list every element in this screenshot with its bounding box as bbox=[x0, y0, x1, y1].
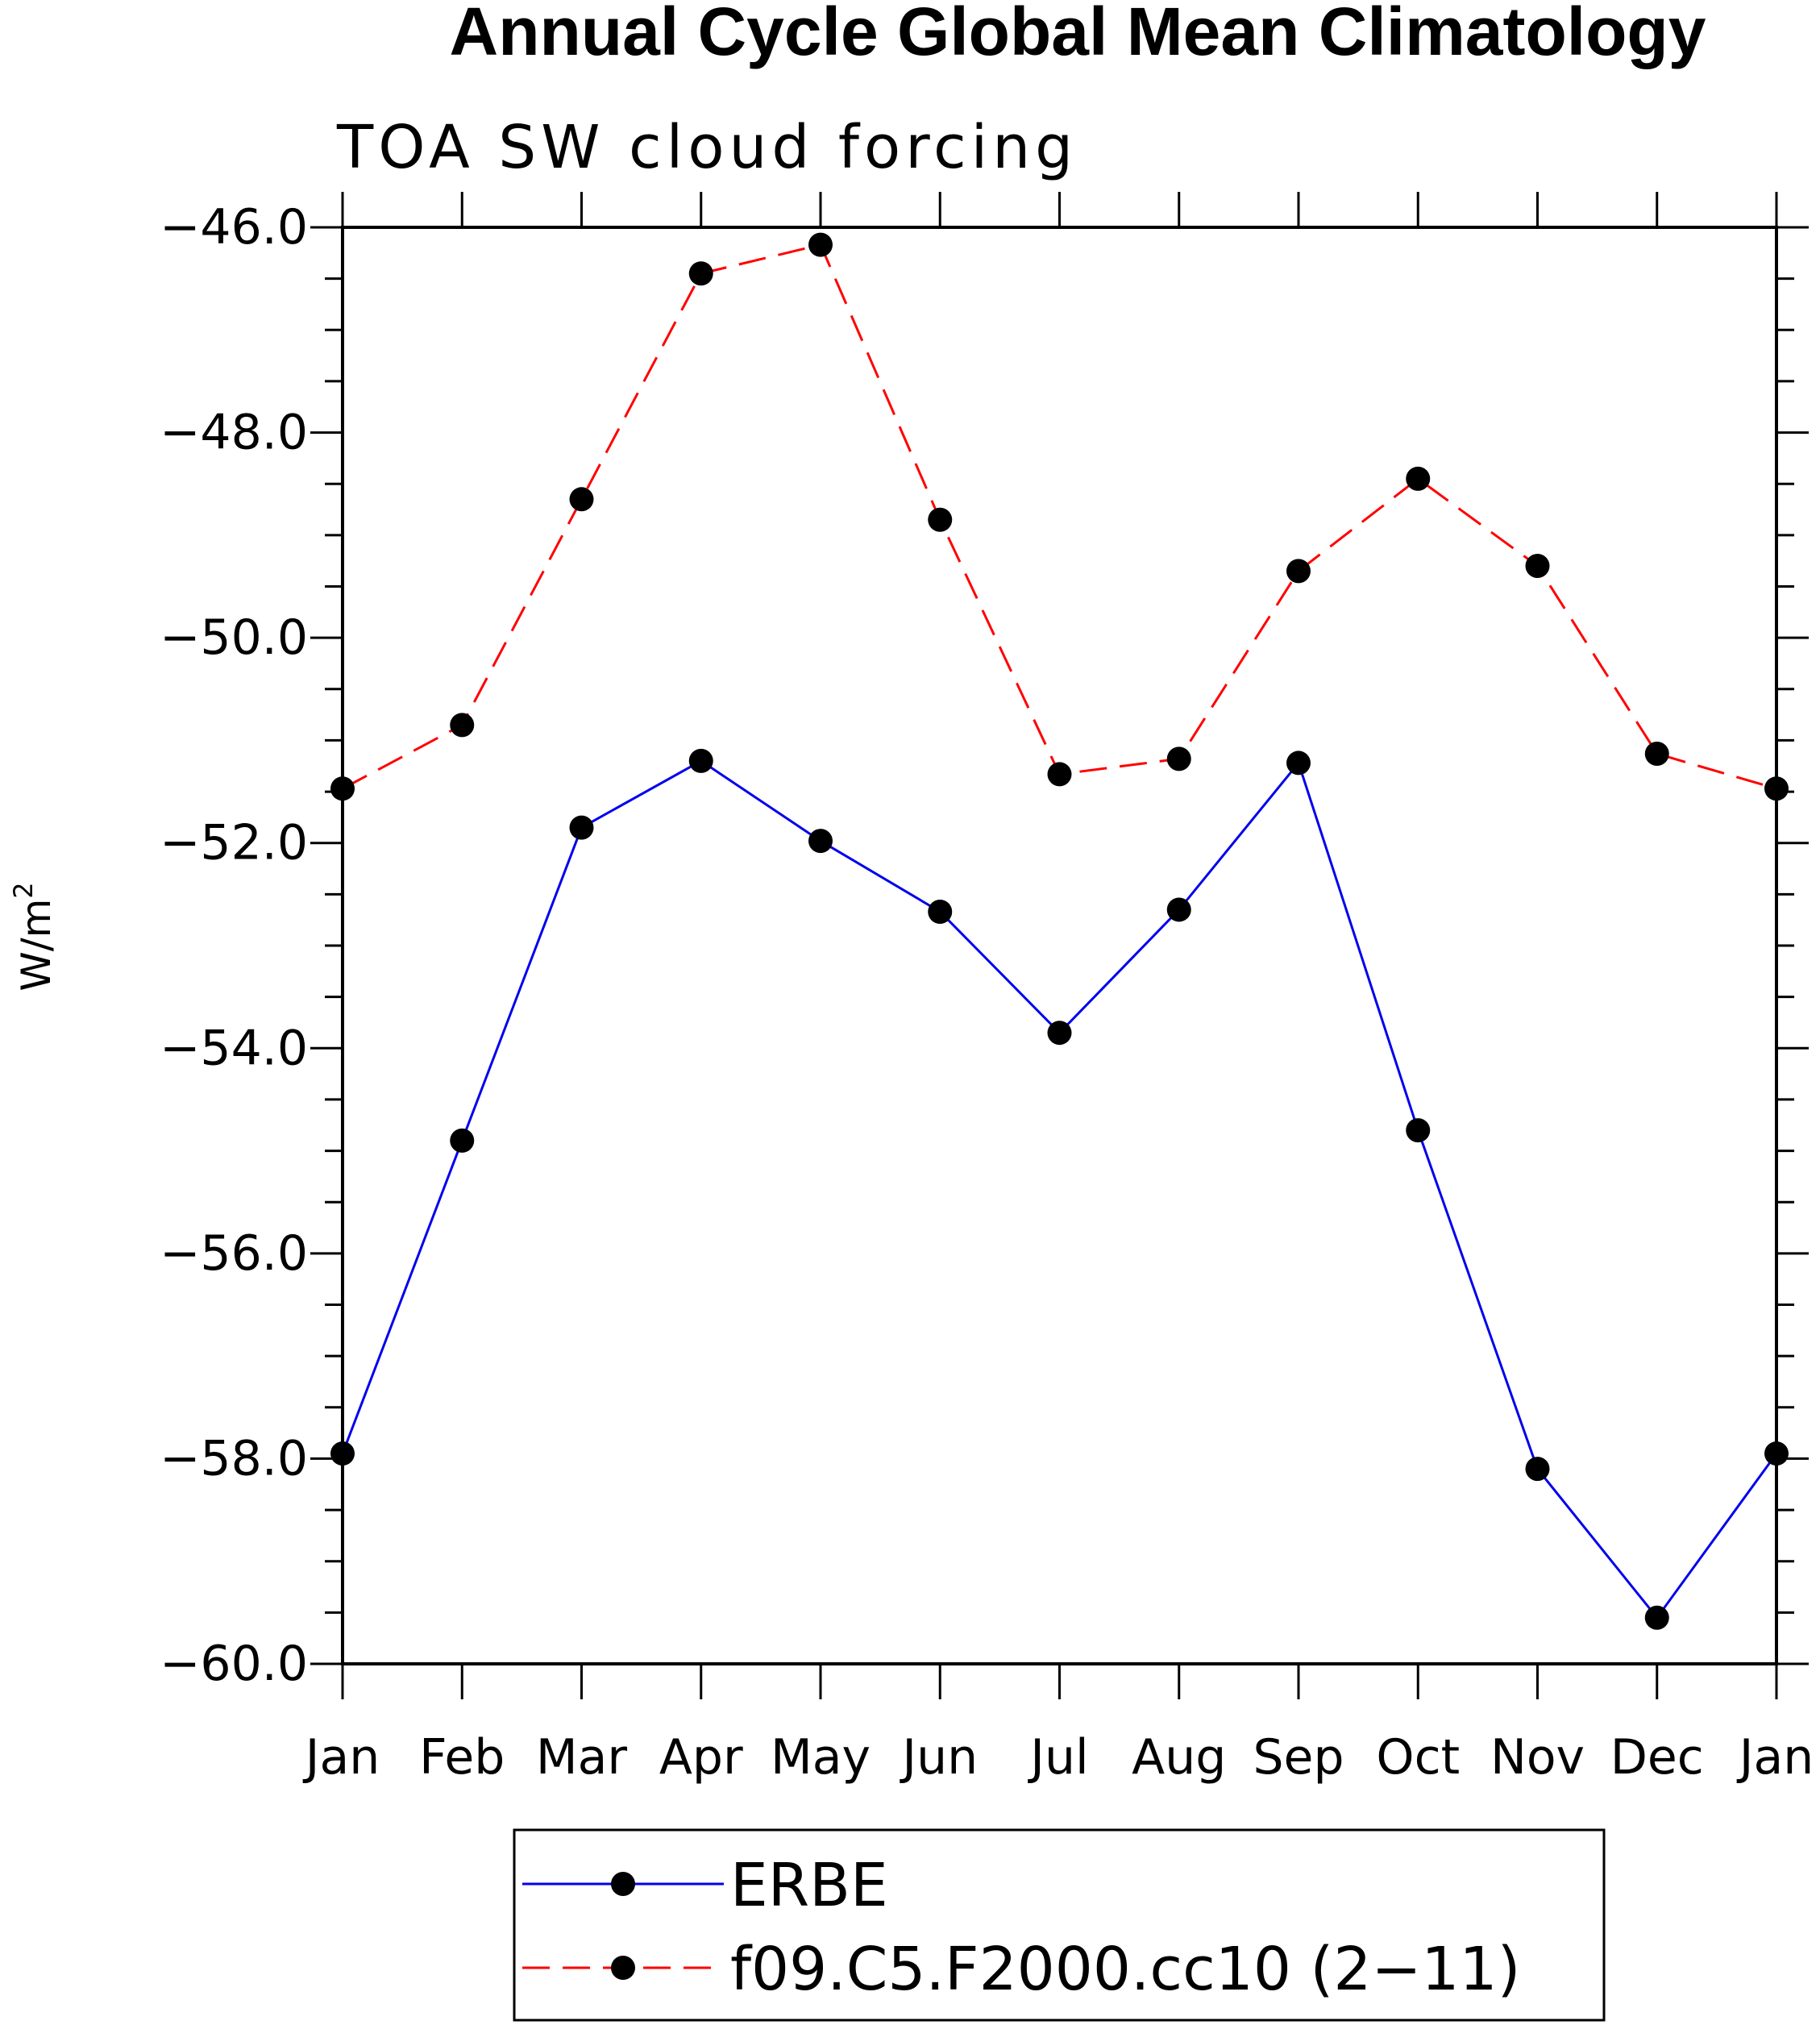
x-tick-label: Aug bbox=[1132, 1729, 1226, 1786]
data-point bbox=[928, 899, 953, 924]
data-point bbox=[1406, 466, 1431, 491]
data-point bbox=[808, 232, 833, 257]
x-tick-label: Dec bbox=[1610, 1729, 1704, 1786]
data-point bbox=[330, 1441, 355, 1466]
y-axis-label-text: W/m bbox=[13, 899, 60, 992]
y-axis-label-superscript: 2 bbox=[8, 882, 39, 898]
data-point bbox=[808, 829, 833, 854]
y-tick-label: −58.0 bbox=[160, 1430, 308, 1487]
data-point bbox=[1525, 554, 1550, 579]
legend-marker-model bbox=[611, 1956, 635, 1980]
x-tick-label: Apr bbox=[659, 1729, 743, 1786]
data-point bbox=[450, 713, 475, 738]
axis-ticks bbox=[310, 192, 1809, 1699]
data-point bbox=[1644, 1605, 1669, 1630]
data-point bbox=[1047, 1021, 1072, 1046]
data-point bbox=[1286, 559, 1311, 584]
chart-subtitle: TOA SW cloud forcing bbox=[336, 113, 1078, 182]
data-point bbox=[450, 1128, 475, 1153]
y-tick-label: −54.0 bbox=[160, 1020, 308, 1076]
data-point bbox=[928, 507, 953, 532]
data-point bbox=[1644, 741, 1669, 766]
x-tick-label: May bbox=[771, 1729, 871, 1786]
x-tick-label: Feb bbox=[419, 1729, 505, 1786]
series-layer bbox=[330, 232, 1789, 1630]
y-tick-label: −48.0 bbox=[160, 405, 308, 461]
data-point bbox=[1047, 762, 1072, 787]
data-point bbox=[1286, 751, 1311, 775]
data-point bbox=[1764, 776, 1789, 801]
legend: ERBE f09.C5.F2000.cc10 (2−11) bbox=[513, 1828, 1606, 2022]
data-point bbox=[1525, 1457, 1550, 1482]
y-tick-label: −60.0 bbox=[160, 1636, 308, 1692]
data-point bbox=[330, 776, 355, 801]
series-line-1 bbox=[342, 243, 1777, 790]
data-point bbox=[1406, 1118, 1431, 1143]
y-axis-label: W/m2 bbox=[8, 882, 60, 991]
data-point bbox=[1166, 897, 1191, 922]
data-point bbox=[1166, 746, 1191, 771]
data-point bbox=[1764, 1441, 1789, 1466]
legend-label-erbe: ERBE bbox=[730, 1851, 888, 1920]
data-point bbox=[688, 748, 713, 773]
legend-box bbox=[513, 1828, 1606, 2022]
x-tick-label: Jan bbox=[1736, 1729, 1814, 1786]
series-line-0 bbox=[341, 759, 1778, 1620]
x-tick-label: Jan bbox=[302, 1729, 380, 1786]
legend-marker-erbe bbox=[611, 1872, 635, 1896]
y-tick-label: −46.0 bbox=[160, 199, 308, 256]
data-point bbox=[569, 487, 594, 512]
x-tick-label: Sep bbox=[1253, 1729, 1344, 1786]
x-tick-labels: Jan Feb Mar Apr May Jun Jul Aug Sep Oct Nov Dec Jan bbox=[302, 1729, 1814, 1786]
x-tick-label: Nov bbox=[1490, 1729, 1585, 1786]
y-tick-labels: −46.0 −48.0 −50.0 −52.0 −54.0 −56.0 −58.0 −60.0 bbox=[160, 199, 308, 1692]
x-tick-label: Oct bbox=[1376, 1729, 1460, 1786]
data-point bbox=[688, 261, 713, 286]
data-point bbox=[569, 815, 594, 840]
legend-label-model: f09.C5.F2000.cc10 (2−11) bbox=[730, 1935, 1520, 2004]
x-tick-label: Jun bbox=[899, 1729, 978, 1786]
x-tick-label: Jul bbox=[1027, 1729, 1088, 1786]
y-tick-label: −56.0 bbox=[160, 1225, 308, 1282]
chart-title: Annual Cycle Global Mean Climatology bbox=[450, 0, 1706, 69]
x-tick-label: Mar bbox=[536, 1729, 628, 1786]
plot-frame bbox=[341, 226, 1778, 1665]
y-tick-label: −52.0 bbox=[160, 815, 308, 871]
y-tick-label: −50.0 bbox=[160, 609, 308, 666]
